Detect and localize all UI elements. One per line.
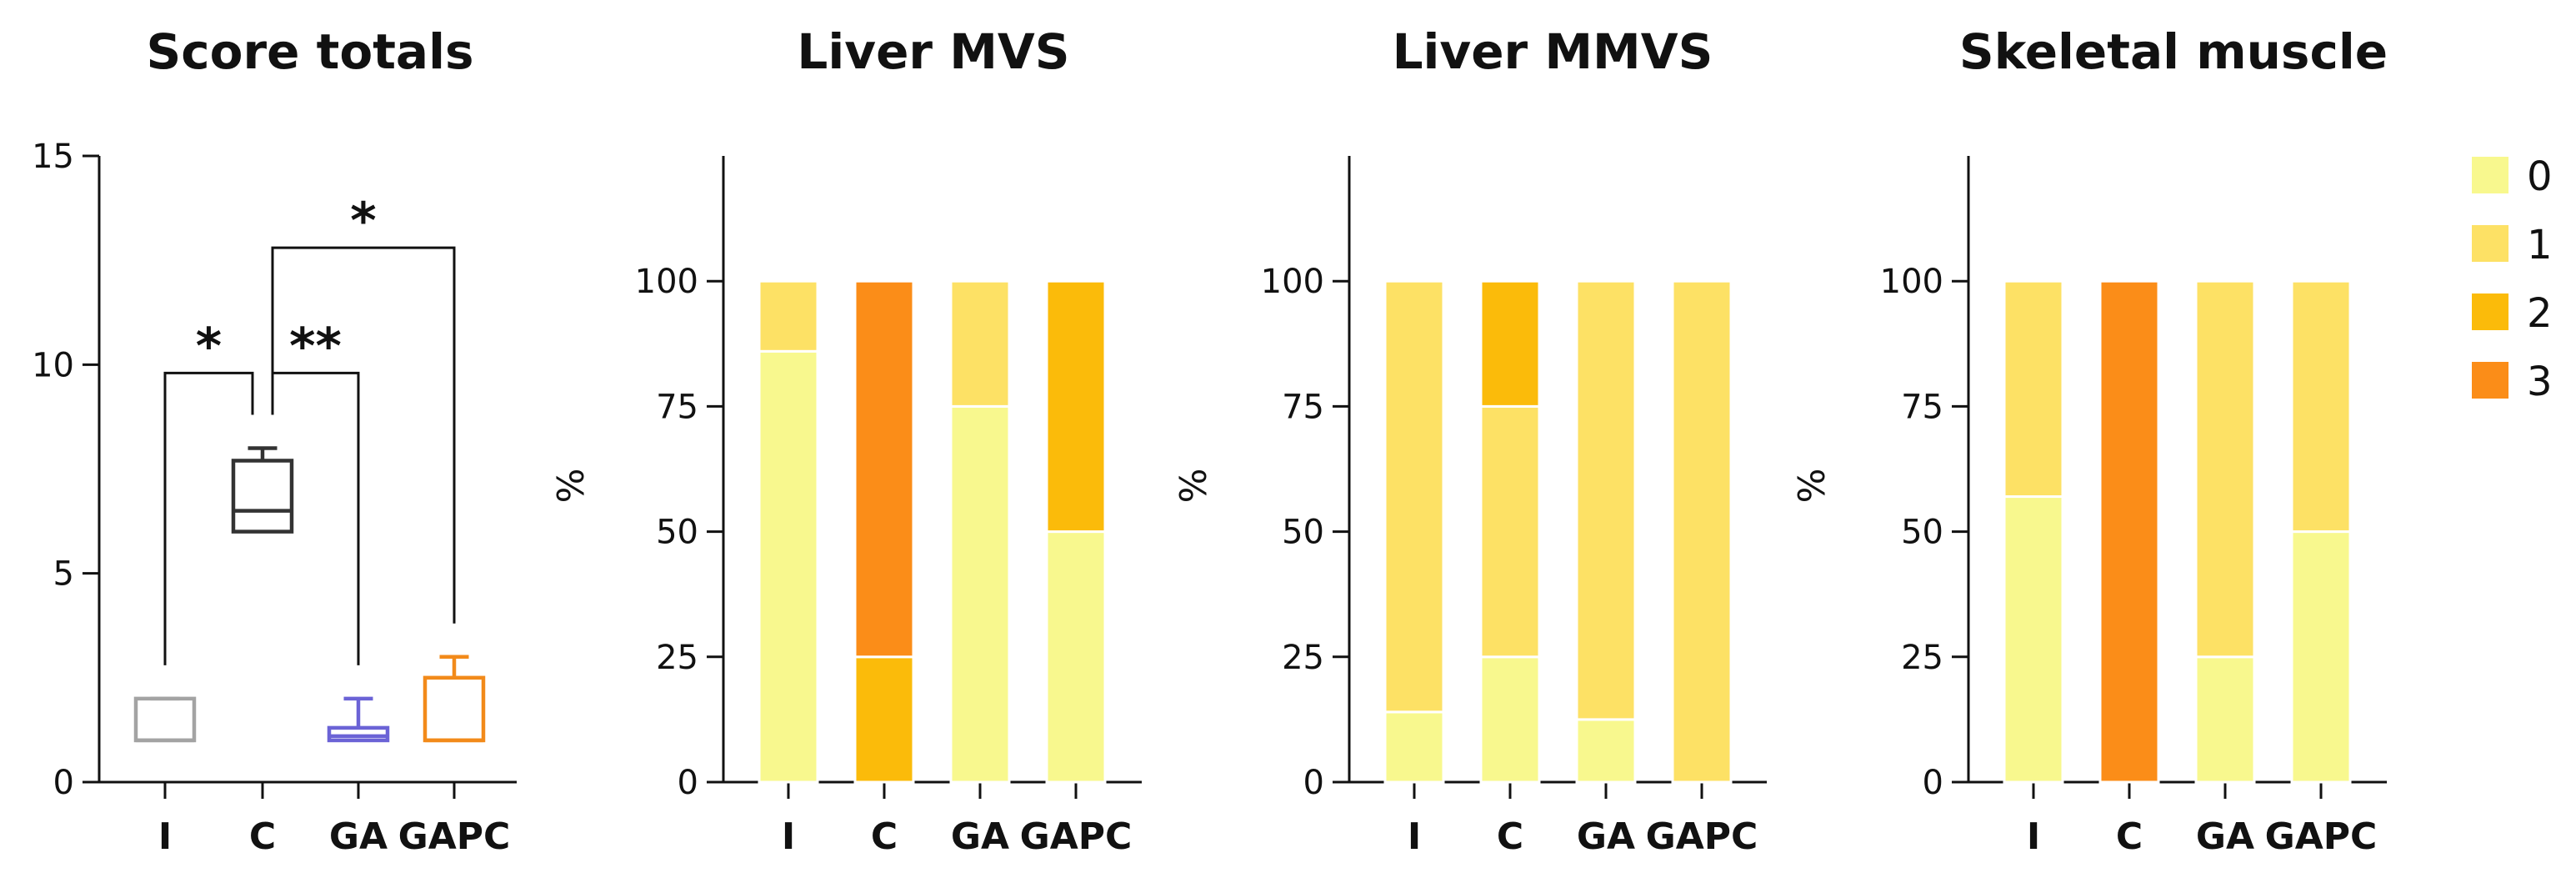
y-tick-label: 0 xyxy=(678,764,698,802)
y-tick-label: 15 xyxy=(32,138,74,176)
x-tick-label: C xyxy=(2116,815,2143,858)
box-rect xyxy=(327,725,390,743)
bar-segment xyxy=(2290,279,2352,534)
x-tick-label: GAPC xyxy=(398,815,511,858)
panel-title: Score totals xyxy=(147,23,474,80)
x-tick-label: I xyxy=(782,815,795,858)
x-tick-label: C xyxy=(249,815,276,858)
y-tick-label: 0 xyxy=(53,764,74,802)
x-tick-label: GAPC xyxy=(1646,815,1758,858)
bar-segment xyxy=(2003,279,2064,499)
significance-label: ** xyxy=(289,317,342,375)
y-tick-label: 100 xyxy=(1880,263,1943,301)
y-tick-label: 10 xyxy=(32,346,74,384)
x-tick-label: I xyxy=(2027,815,2040,858)
box-rect xyxy=(423,675,486,743)
bar-segment xyxy=(1045,530,1107,784)
x-tick-label: I xyxy=(1408,815,1421,858)
bar-segment xyxy=(853,279,915,659)
y-axis-title: % xyxy=(550,469,593,504)
significance-bracket xyxy=(271,246,456,624)
x-tick-label: I xyxy=(158,815,172,858)
legend-swatch xyxy=(2472,225,2508,262)
y-tick-label: 0 xyxy=(1923,764,1943,802)
y-tick-label: 50 xyxy=(1282,514,1324,552)
legend-label: 2 xyxy=(2527,290,2553,337)
x-tick-label: GA xyxy=(951,815,1009,858)
bar-segment xyxy=(1671,279,1733,784)
bar-segment xyxy=(2003,495,2064,784)
x-tick-label: GA xyxy=(2196,815,2254,858)
bar-segment xyxy=(853,655,915,784)
legend-label: 1 xyxy=(2527,222,2553,268)
legend-swatch xyxy=(2472,293,2508,330)
bar-segment xyxy=(2194,279,2256,659)
x-tick-label: C xyxy=(871,815,898,858)
box-rect xyxy=(133,696,197,743)
panel-title: Liver MVS xyxy=(797,23,1069,80)
bar-segment xyxy=(758,279,819,353)
panel-title: Skeletal muscle xyxy=(1959,23,2388,80)
y-tick-label: 100 xyxy=(635,263,698,301)
bar-segment xyxy=(1383,279,1445,714)
bar-segment xyxy=(1479,279,1541,408)
bar-segment xyxy=(2290,530,2352,784)
legend-label: 0 xyxy=(2527,153,2553,200)
panel-1: Liver MVS 0 25 50 75 100 I C GA GAPC% xyxy=(550,23,1142,858)
bar-segment xyxy=(949,279,1011,408)
panel-3: Skeletal muscle 0 25 50 75 100 I C GA GAPC% xyxy=(1791,23,2388,858)
significance-bracket xyxy=(163,371,254,665)
y-tick-label: 0 xyxy=(1303,764,1324,802)
y-tick-label: 50 xyxy=(656,514,698,552)
y-tick-label: 75 xyxy=(656,388,698,426)
y-tick-label: 5 xyxy=(53,555,74,594)
bar-segment xyxy=(1479,404,1541,659)
bar-segment xyxy=(1383,710,1445,784)
bar-segment xyxy=(1479,655,1541,784)
significance-label: * xyxy=(350,192,376,250)
bar-segment xyxy=(949,404,1011,784)
x-tick-label: GA xyxy=(329,815,388,858)
x-tick-label: GA xyxy=(1577,815,1635,858)
y-tick-label: 75 xyxy=(1901,388,1943,426)
bar-segment xyxy=(1045,279,1107,534)
y-tick-label: 75 xyxy=(1282,388,1324,426)
y-tick-label: 25 xyxy=(656,639,698,677)
bar-segment xyxy=(758,349,819,784)
bar-segment xyxy=(1575,718,1637,784)
x-tick-label: GAPC xyxy=(2265,815,2378,858)
bar-segment xyxy=(2098,279,2160,784)
legend-swatch xyxy=(2472,362,2508,399)
y-tick-label: 25 xyxy=(1282,639,1324,677)
x-tick-label: GAPC xyxy=(1020,815,1133,858)
bar-segment xyxy=(1575,279,1637,721)
panel-2: Liver MMVS 0 25 50 75 100 I C GA GAPC% xyxy=(1173,23,1767,858)
legend-label: 3 xyxy=(2527,359,2553,405)
y-axis-title: % xyxy=(1173,469,1215,504)
y-axis-title: % xyxy=(1791,469,1833,504)
y-tick-label: 100 xyxy=(1261,263,1324,301)
legend: 0 1 2 3 xyxy=(2472,153,2553,405)
panel-title: Liver MMVS xyxy=(1393,23,1713,80)
y-tick-label: 25 xyxy=(1901,639,1943,677)
significance-bracket xyxy=(271,371,360,665)
bar-segment xyxy=(2194,655,2256,784)
legend-swatch xyxy=(2472,157,2508,193)
x-tick-label: C xyxy=(1497,815,1523,858)
significance-label: * xyxy=(196,317,222,375)
y-tick-label: 50 xyxy=(1901,514,1943,552)
box-rect xyxy=(231,459,294,534)
